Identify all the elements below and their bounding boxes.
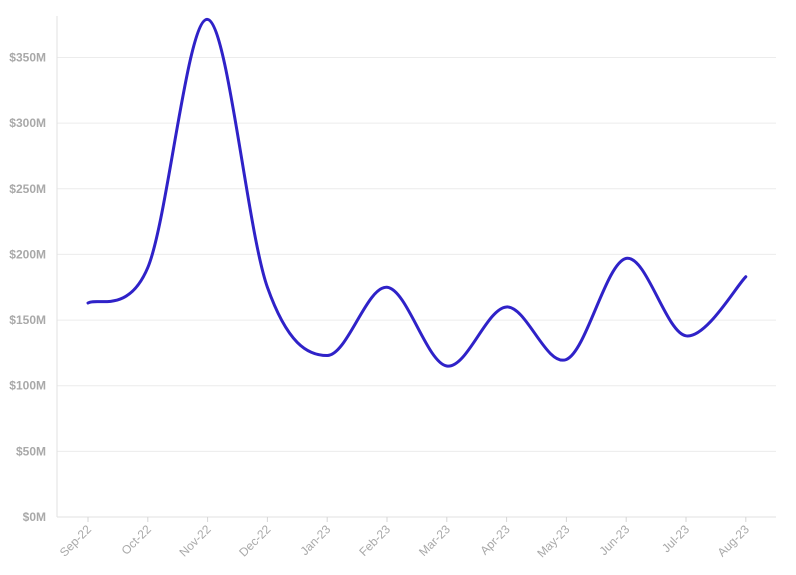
grid-layer	[57, 57, 776, 452]
y-tick-label: $50M	[16, 444, 46, 458]
series-line	[86, 17, 748, 368]
x-tick-label: Feb-23	[356, 522, 393, 559]
y-tick-label: $200M	[9, 247, 46, 261]
series-layer	[86, 17, 748, 368]
x-tick-label: Sep-22	[57, 522, 94, 559]
x-tick-label: Jan-23	[297, 522, 333, 558]
y-tick-label: $250M	[9, 182, 46, 196]
x-tick-label: Mar-23	[416, 522, 453, 559]
y-tick-label: $350M	[9, 51, 46, 65]
axis-layer	[56, 16, 776, 522]
x-tick-label: Nov-22	[176, 522, 213, 559]
x-tick-label: Apr-23	[477, 522, 513, 558]
y-tick-label: $100M	[9, 379, 46, 393]
x-tick-label: Oct-22	[119, 522, 155, 558]
x-tick-label: May-23	[534, 522, 572, 560]
y-tick-label: $300M	[9, 116, 46, 130]
x-tick-label: Dec-22	[236, 522, 273, 559]
x-tick-label: Jul-23	[659, 522, 692, 555]
label-layer: $0M $50M $100M $150M $200M $250M $300M $350M Sep…	[9, 51, 752, 561]
x-tick-label: Aug-23	[715, 522, 752, 559]
y-tick-label: $150M	[9, 313, 46, 327]
x-tick-label: Jun-23	[596, 522, 632, 558]
y-tick-label: $0M	[23, 510, 46, 524]
